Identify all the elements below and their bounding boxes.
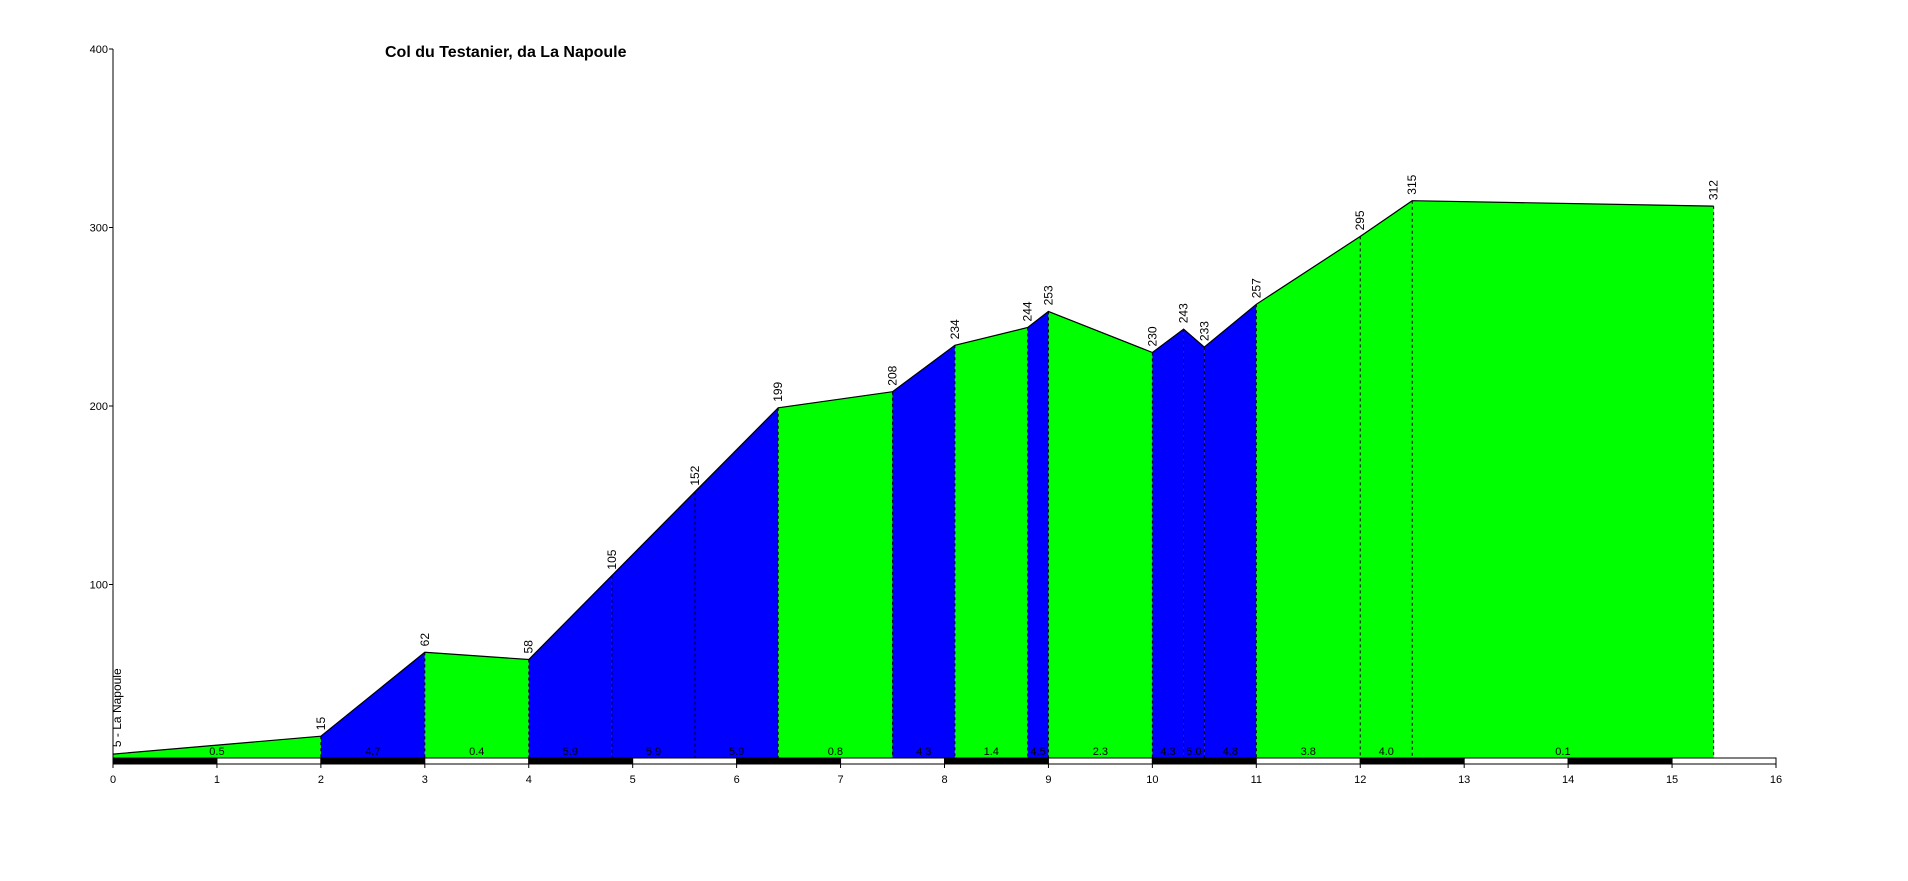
start-label: 5 - La Napoule xyxy=(110,668,124,747)
segment-area-0 xyxy=(113,736,321,758)
segment-area-6 xyxy=(778,391,893,758)
scale-bar-cell-10 xyxy=(1151,757,1257,765)
x-tick-label-10: 10 xyxy=(1146,774,1158,786)
segment-area-1 xyxy=(320,652,425,758)
x-tick-label-8: 8 xyxy=(941,774,947,786)
elevation-label-10: 253 xyxy=(1041,285,1055,305)
y-tick-label-0: 100 xyxy=(90,580,108,592)
segment-area-13 xyxy=(1204,304,1257,758)
x-tick-label-12: 12 xyxy=(1354,774,1366,786)
elevation-label-17: 312 xyxy=(1707,180,1721,200)
grade-label-3: 5.9 xyxy=(563,746,578,758)
elevation-label-3: 58 xyxy=(522,640,536,654)
segment-area-7 xyxy=(892,345,955,758)
grade-label-7: 4.3 xyxy=(916,746,931,758)
scale-bar-cell-5 xyxy=(632,757,738,765)
chart-title: Col du Testanier, da La Napoule xyxy=(385,44,627,61)
profile-line xyxy=(112,200,1714,755)
scale-bar-cell-12 xyxy=(1359,757,1465,765)
x-tick-label-4: 4 xyxy=(526,774,532,786)
x-tick-label-2: 2 xyxy=(318,774,324,786)
elevation-label-15: 295 xyxy=(1353,210,1367,230)
scale-bar-cell-4 xyxy=(528,757,634,765)
grade-label-11: 4.3 xyxy=(1160,746,1175,758)
profile-segments xyxy=(113,200,1714,758)
grade-label-5: 5.9 xyxy=(729,746,744,758)
grade-label-8: 1.4 xyxy=(984,746,999,758)
grade-label-2: 0.4 xyxy=(469,746,484,758)
scale-bar-cell-14 xyxy=(1567,757,1673,765)
segment-area-16 xyxy=(1412,200,1714,758)
grade-label-12: 5.0 xyxy=(1186,746,1201,758)
grade-label-10: 2.3 xyxy=(1093,746,1108,758)
elevation-label-16: 315 xyxy=(1405,174,1419,194)
scale-bar-cell-13 xyxy=(1463,757,1569,765)
scale-bar-cell-15 xyxy=(1671,757,1777,765)
segment-area-11 xyxy=(1152,329,1184,758)
x-tick-label-11: 11 xyxy=(1251,774,1262,786)
scale-bar-cell-0 xyxy=(112,757,218,765)
elevation-label-12: 243 xyxy=(1177,303,1191,323)
segment-area-12 xyxy=(1183,329,1205,758)
y-tick-label-3: 400 xyxy=(90,44,108,56)
grade-label-9: 4.5 xyxy=(1030,746,1045,758)
grade-label-13: 4.8 xyxy=(1223,746,1238,758)
x-tick-label-13: 13 xyxy=(1458,774,1470,786)
elevation-label-4: 105 xyxy=(605,549,619,569)
elevation-label-8: 234 xyxy=(948,319,962,339)
segment-area-5 xyxy=(695,407,779,758)
x-tick-label-6: 6 xyxy=(734,774,740,786)
segment-area-4 xyxy=(611,491,695,758)
segment-dividers xyxy=(320,200,1715,758)
grade-label-0: 0.5 xyxy=(209,746,224,758)
y-tick-label-1: 200 xyxy=(90,401,108,413)
x-tick-label-3: 3 xyxy=(422,774,428,786)
grade-label-16: 0.1 xyxy=(1555,746,1570,758)
grade-label-15: 4.0 xyxy=(1379,746,1394,758)
elevation-label-7: 208 xyxy=(886,365,900,385)
x-tick-label-14: 14 xyxy=(1562,774,1574,786)
elevation-label-5: 152 xyxy=(688,465,702,485)
scale-bar-cell-2 xyxy=(320,757,426,765)
elevation-label-13: 233 xyxy=(1197,321,1211,341)
y-tick-label-2: 300 xyxy=(90,223,108,235)
elevation-label-6: 199 xyxy=(771,381,785,401)
grade-label-14: 3.8 xyxy=(1301,746,1316,758)
scale-bar-cell-3 xyxy=(424,757,530,765)
scale-bar-cell-9 xyxy=(1047,757,1153,765)
segment-area-2 xyxy=(424,652,529,758)
grade-label-1: 4.7 xyxy=(365,746,380,758)
scale-bar-cell-1 xyxy=(216,757,322,765)
x-tick-label-1: 1 xyxy=(214,774,220,786)
x-tick-label-16: 16 xyxy=(1770,774,1782,786)
segment-area-9 xyxy=(1027,311,1049,758)
scale-bar-cell-6 xyxy=(736,757,842,765)
segment-area-3 xyxy=(528,575,612,758)
grade-label-4: 5.9 xyxy=(646,746,661,758)
elevation-label-1: 15 xyxy=(314,717,328,731)
km-scale-bar xyxy=(112,757,1777,765)
segment-area-8 xyxy=(954,327,1028,758)
segment-area-10 xyxy=(1048,311,1153,758)
segment-area-14 xyxy=(1256,236,1361,758)
grade-labels: 0.5 4.7 0.4 5.9 5.9 5.9 0.8 4.3 1.4 4.5 2.3 4.3 5.0 4… xyxy=(209,746,1570,758)
elevation-label-2: 62 xyxy=(418,633,432,647)
elevation-label-9: 244 xyxy=(1021,301,1035,321)
segment-area-15 xyxy=(1360,200,1413,758)
x-tick-label-0: 0 xyxy=(110,774,116,786)
grade-label-6: 0.8 xyxy=(828,746,843,758)
scale-bar-cell-8 xyxy=(944,757,1049,765)
x-tick-label-9: 9 xyxy=(1045,774,1051,786)
elevation-labels: 15 62 58 105 152 199 208 234 244 253 230 243 233 257 2… xyxy=(110,174,1721,747)
elevation-label-14: 257 xyxy=(1249,278,1263,298)
profile-outline xyxy=(112,200,1714,755)
scale-bar-cell-11 xyxy=(1255,757,1361,765)
x-tick-label-5: 5 xyxy=(630,774,636,786)
scale-bar-cell-7 xyxy=(840,757,945,765)
x-tick-label-15: 15 xyxy=(1666,774,1678,786)
x-tick-label-7: 7 xyxy=(838,774,844,786)
elevation-label-11: 230 xyxy=(1145,326,1159,346)
